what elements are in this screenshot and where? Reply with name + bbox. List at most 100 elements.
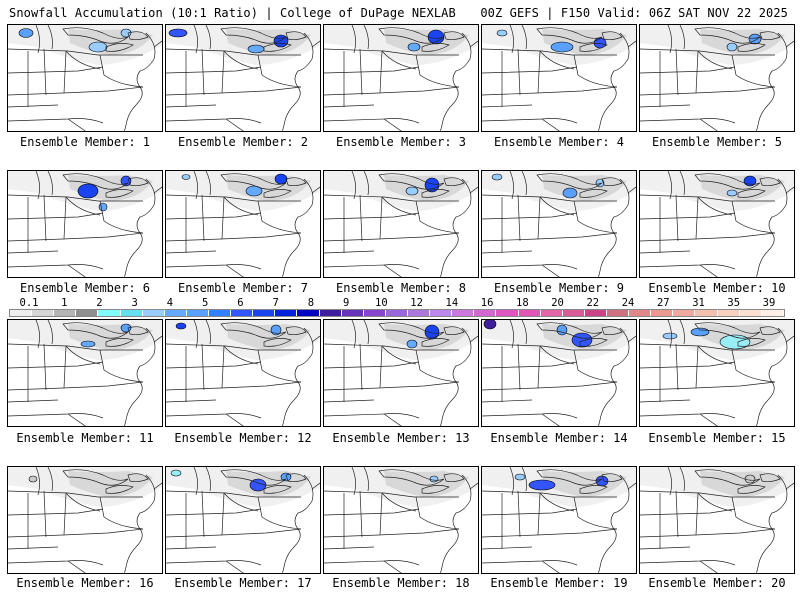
boundary-line	[220, 27, 287, 44]
boundary-line	[351, 171, 356, 200]
boundary-line	[598, 474, 630, 573]
boundary-line	[381, 345, 417, 365]
boundary-line	[63, 196, 67, 240]
boundary-line	[47, 25, 53, 50]
boundary-line	[35, 467, 40, 496]
scale-tick-label: 12	[410, 297, 423, 309]
scale-tick-label: 2	[96, 297, 103, 309]
boundary-line	[415, 200, 460, 234]
boundary-line	[282, 32, 314, 131]
snowfall-map	[482, 25, 636, 131]
scale-swatch	[584, 310, 607, 316]
snowfall-map	[640, 171, 794, 277]
boundary-line	[521, 467, 527, 492]
boundary-line	[311, 186, 320, 194]
boundary-line	[482, 48, 573, 56]
boundary-line	[509, 25, 514, 54]
snowfall-contour	[181, 174, 191, 180]
boundary-line	[378, 27, 445, 44]
snowfall-map	[482, 171, 636, 277]
map-title: Snowfall Accumulation (10:1 Ratio) | Col…	[9, 6, 456, 20]
boundary-line	[8, 560, 104, 566]
boundary-line	[311, 335, 320, 343]
boundary-line	[443, 473, 465, 483]
scale-swatch	[518, 310, 541, 316]
boundary-line	[324, 232, 460, 242]
scale-swatch	[673, 310, 696, 316]
boundary-line	[699, 264, 718, 277]
boundary-line	[282, 474, 314, 573]
boundary-line	[539, 492, 575, 512]
snowfall-contour	[496, 29, 508, 37]
boundary-line	[640, 264, 736, 270]
boundary-line	[383, 264, 402, 277]
scale-swatch	[10, 310, 33, 316]
boundary-line	[694, 322, 761, 339]
boundary-line	[263, 43, 292, 52]
boundary-line	[640, 212, 736, 220]
boundary-line	[627, 482, 636, 490]
boundary-line	[225, 264, 244, 277]
boundary-line	[601, 177, 623, 187]
light-snow-shading	[384, 29, 469, 55]
boundary-line	[421, 189, 450, 198]
boundary-line	[482, 399, 533, 403]
boundary-line	[737, 485, 766, 494]
boundary-line	[381, 492, 417, 512]
boundary-line	[539, 50, 575, 70]
boundary-line	[537, 492, 541, 536]
boundary-line	[383, 560, 402, 573]
boundary-line	[482, 490, 573, 498]
boundary-line	[759, 177, 781, 187]
boundary-line	[482, 413, 578, 419]
boundary-line	[379, 345, 383, 389]
scale-swatch	[540, 310, 563, 316]
ensemble-member-map	[323, 319, 479, 427]
snowfall-contour	[562, 187, 578, 199]
ensemble-member-map	[165, 24, 321, 132]
boundary-line	[65, 196, 101, 216]
boundary-line	[627, 186, 636, 194]
snowfall-contour	[424, 177, 440, 193]
boundary-line	[166, 212, 262, 220]
boundary-line	[225, 413, 244, 426]
boundary-line	[598, 178, 630, 277]
boundary-line	[579, 485, 608, 494]
boundary-line	[351, 25, 356, 54]
boundary-line	[482, 546, 533, 550]
boundary-line	[324, 104, 375, 108]
member-label: Ensemble Member: 1	[19, 135, 151, 149]
boundary-line	[166, 48, 257, 56]
boundary-line	[640, 104, 691, 108]
ensemble-member-map	[323, 466, 479, 574]
boundary-line	[443, 31, 465, 41]
boundary-line	[469, 186, 478, 194]
scale-swatch	[142, 310, 165, 316]
scale-swatch	[407, 310, 431, 316]
boundary-line	[359, 343, 363, 391]
boundary-line	[105, 338, 134, 347]
boundary-line	[785, 40, 794, 48]
boundary-line	[697, 50, 733, 70]
snowfall-contour	[726, 42, 738, 52]
boundary-line	[67, 560, 86, 573]
boundary-line	[378, 173, 445, 190]
boundary-line	[482, 560, 578, 566]
boundary-line	[105, 189, 134, 198]
scale-tick-label: 4	[166, 297, 174, 309]
snowfall-contour	[18, 28, 34, 38]
snowfall-map	[166, 467, 320, 573]
boundary-line	[324, 508, 420, 516]
light-snow-shading	[700, 471, 785, 497]
snowfall-map	[482, 320, 636, 426]
boundary-line	[47, 320, 53, 345]
boundary-line	[517, 490, 521, 538]
scale-swatch	[231, 310, 254, 316]
ensemble-member-map	[165, 466, 321, 574]
boundary-line	[421, 43, 450, 52]
boundary-line	[363, 320, 369, 345]
member-label: Ensemble Member: 13	[332, 431, 470, 445]
boundary-line	[482, 264, 578, 270]
boundary-line	[153, 40, 162, 48]
boundary-line	[482, 118, 578, 124]
